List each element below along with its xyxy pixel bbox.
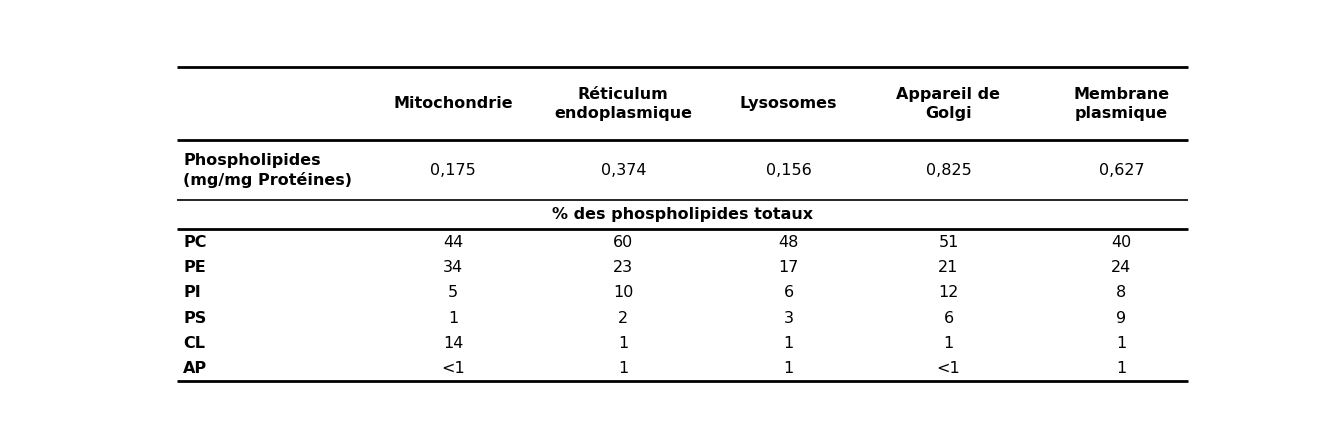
Text: 60: 60 bbox=[613, 234, 634, 250]
Text: Phospholipides
(mg/mg Protéines): Phospholipides (mg/mg Protéines) bbox=[182, 153, 352, 188]
Text: 23: 23 bbox=[613, 260, 633, 275]
Text: <1: <1 bbox=[441, 361, 465, 377]
Text: AP: AP bbox=[182, 361, 208, 377]
Text: % des phospholipides totaux: % des phospholipides totaux bbox=[551, 207, 814, 222]
Text: 1: 1 bbox=[1116, 336, 1127, 351]
Text: 1: 1 bbox=[618, 361, 629, 377]
Text: 34: 34 bbox=[444, 260, 464, 275]
Text: 1: 1 bbox=[783, 336, 794, 351]
Text: 10: 10 bbox=[613, 285, 634, 300]
Text: Mitochondrie: Mitochondrie bbox=[393, 96, 513, 111]
Text: 0,175: 0,175 bbox=[430, 163, 476, 178]
Text: 0,825: 0,825 bbox=[926, 163, 971, 178]
Text: 0,627: 0,627 bbox=[1099, 163, 1144, 178]
Text: 24: 24 bbox=[1111, 260, 1131, 275]
Text: 6: 6 bbox=[943, 311, 954, 325]
Text: 1: 1 bbox=[618, 336, 629, 351]
Text: 1: 1 bbox=[783, 361, 794, 377]
Text: 9: 9 bbox=[1116, 311, 1127, 325]
Text: 44: 44 bbox=[442, 234, 464, 250]
Text: 2: 2 bbox=[618, 311, 629, 325]
Text: 3: 3 bbox=[783, 311, 794, 325]
Text: 51: 51 bbox=[938, 234, 959, 250]
Text: Lysosomes: Lysosomes bbox=[739, 96, 838, 111]
Text: Réticulum
endoplasmique: Réticulum endoplasmique bbox=[554, 87, 693, 120]
Text: 14: 14 bbox=[442, 336, 464, 351]
Text: <1: <1 bbox=[936, 361, 960, 377]
Text: 5: 5 bbox=[448, 285, 458, 300]
Text: 1: 1 bbox=[448, 311, 458, 325]
Text: 0,374: 0,374 bbox=[601, 163, 646, 178]
Text: PC: PC bbox=[182, 234, 206, 250]
Text: 40: 40 bbox=[1111, 234, 1131, 250]
Text: 6: 6 bbox=[783, 285, 794, 300]
Text: Appareil de
Golgi: Appareil de Golgi bbox=[896, 87, 1000, 120]
Text: 12: 12 bbox=[938, 285, 959, 300]
Text: 8: 8 bbox=[1116, 285, 1127, 300]
Text: 48: 48 bbox=[778, 234, 799, 250]
Text: PE: PE bbox=[182, 260, 205, 275]
Text: Membrane
plasmique: Membrane plasmique bbox=[1074, 87, 1169, 120]
Text: PI: PI bbox=[182, 285, 201, 300]
Text: PS: PS bbox=[182, 311, 206, 325]
Text: 1: 1 bbox=[943, 336, 954, 351]
Text: 21: 21 bbox=[938, 260, 959, 275]
Text: 17: 17 bbox=[778, 260, 799, 275]
Text: 1: 1 bbox=[1116, 361, 1127, 377]
Text: 0,156: 0,156 bbox=[766, 163, 811, 178]
Text: CL: CL bbox=[182, 336, 205, 351]
